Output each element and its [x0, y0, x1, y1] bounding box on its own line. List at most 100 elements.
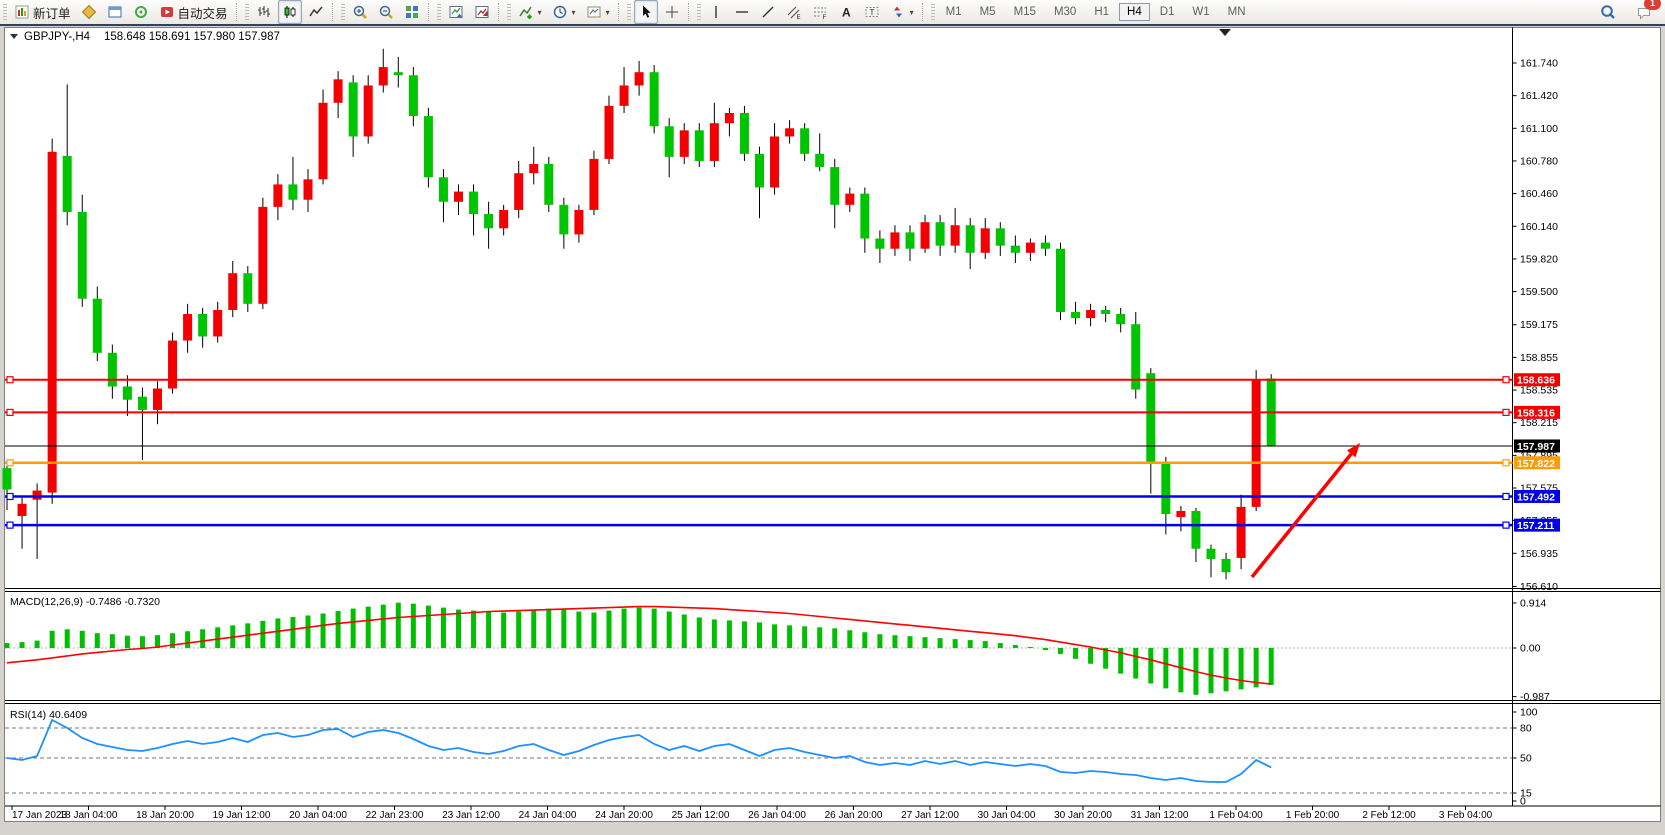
indicators-button-caret-icon[interactable]: ▾	[537, 7, 542, 17]
macd-hist-bar	[1118, 648, 1124, 674]
macd-hist-bar	[335, 611, 341, 648]
macd-hist-bar	[802, 626, 808, 648]
toolbar-grip[interactable]	[506, 4, 511, 20]
periods-button-caret-icon[interactable]: ▾	[571, 7, 576, 17]
search-button[interactable]	[1596, 0, 1620, 24]
tf-w1[interactable]: W1	[1184, 3, 1217, 21]
macd-hist-bar	[1163, 648, 1169, 689]
line-handle[interactable]	[1502, 376, 1510, 384]
price-badge-text: 157.492	[1517, 491, 1555, 503]
vertical-line-button[interactable]	[704, 0, 728, 24]
tile-windows-button[interactable]	[400, 0, 424, 24]
tf-m1[interactable]: M1	[938, 3, 970, 21]
macd-hist-bar	[711, 619, 717, 648]
zoom-out-button[interactable]	[374, 0, 398, 24]
toolbar-group-chart-type	[251, 0, 329, 24]
indicators-button[interactable]: ▾	[514, 0, 546, 24]
line-handle[interactable]	[6, 408, 14, 416]
one-click-panel-toggle-icon[interactable]	[10, 34, 18, 39]
auto-arrange-button[interactable]	[444, 0, 468, 24]
macd-hist-bar	[1268, 648, 1274, 685]
data-window-button[interactable]	[103, 0, 127, 24]
zoom-in-button[interactable]	[348, 0, 372, 24]
toolbar-grip[interactable]	[436, 4, 441, 20]
macd-hist-bar	[34, 640, 40, 648]
support-2[interactable]: 157.211	[5, 518, 1560, 533]
macd-hist-bar	[967, 640, 973, 648]
periods-button[interactable]: ▾	[548, 0, 580, 24]
line-handle[interactable]	[6, 459, 14, 467]
candle-body	[1025, 242, 1035, 253]
macd-hist-bar	[290, 616, 296, 648]
candlestick-chart-button[interactable]	[277, 0, 302, 24]
toolbar-grip[interactable]	[3, 4, 7, 20]
notifications-button[interactable]: 1	[1632, 0, 1661, 24]
tf-h4[interactable]: H4	[1119, 3, 1150, 21]
trendline-button[interactable]	[756, 0, 780, 24]
line-handle[interactable]	[1502, 492, 1510, 501]
market-watch-button[interactable]	[77, 0, 101, 24]
templates-button[interactable]: ▾	[582, 0, 614, 24]
line-handle[interactable]	[1502, 459, 1510, 467]
templates-button-caret-icon[interactable]: ▾	[605, 7, 610, 17]
arrows-button[interactable]: ▾	[886, 0, 918, 24]
candles-icon	[284, 6, 295, 18]
candle-body	[950, 225, 960, 246]
tf-mn[interactable]: MN	[1220, 3, 1254, 21]
bar-chart-button[interactable]	[252, 0, 276, 24]
price-badge-text: 158.636	[1517, 375, 1555, 387]
trend-arrow[interactable]	[1250, 443, 1360, 579]
bid-line[interactable]: 157.987	[5, 439, 1560, 453]
auto-trading-button[interactable]: 自动交易	[155, 0, 232, 24]
price-axis[interactable]: 161.740 161.420 161.100 160.780 160.460 160.1…	[1512, 58, 1559, 593]
support-1[interactable]: 157.492	[5, 489, 1560, 504]
line-chart-button[interactable]	[304, 0, 328, 24]
arrows-button-caret-icon[interactable]: ▾	[909, 7, 914, 17]
candle-body	[514, 173, 524, 210]
macd-hist-bar	[1042, 648, 1048, 650]
macd-hist-bar	[1103, 648, 1109, 669]
template-icon	[587, 6, 601, 18]
resistance-2[interactable]: 158.316	[5, 405, 1560, 420]
new-order-button[interactable]: 新订单	[10, 0, 75, 24]
tf-m15[interactable]: M15	[1006, 3, 1044, 21]
tf-m30[interactable]: M30	[1046, 3, 1084, 21]
price-tick-label: 160.780	[1520, 155, 1558, 167]
crosshair-button[interactable]	[660, 0, 684, 24]
macd-tick-label: 0.00	[1520, 643, 1541, 655]
line-handle[interactable]	[6, 521, 14, 529]
line-handle[interactable]	[1502, 521, 1510, 529]
text-button[interactable]: A	[834, 0, 858, 24]
chart-shift-button[interactable]	[470, 0, 494, 24]
line-handle[interactable]	[6, 492, 14, 501]
equidistant-channel-button[interactable]: E	[782, 0, 806, 24]
tf-h1[interactable]: H1	[1086, 3, 1117, 21]
toolbar-grip[interactable]	[340, 4, 345, 20]
toolbar-grip[interactable]	[244, 4, 249, 20]
cursor-button[interactable]	[633, 0, 658, 24]
resistance-1[interactable]: 158.636	[5, 373, 1560, 387]
toolbar-grip[interactable]	[930, 4, 935, 20]
line-handle[interactable]	[6, 376, 14, 384]
fibonacci-button[interactable]: F	[808, 0, 832, 24]
zoomout-icon	[379, 5, 393, 19]
rsi-tick-label: 80	[1520, 723, 1532, 735]
price-tick-label: 160.140	[1520, 221, 1558, 233]
signals-button[interactable]	[129, 0, 153, 24]
horizontal-line-button[interactable]	[730, 0, 754, 24]
toolbar-grip[interactable]	[696, 4, 701, 20]
price-badge-text: 158.316	[1517, 407, 1555, 419]
tf-m5[interactable]: M5	[972, 3, 1004, 21]
chart-shift-marker[interactable]	[1219, 29, 1231, 36]
candle-body	[198, 314, 208, 337]
text-label-button[interactable]: T	[860, 0, 884, 24]
candle-body	[649, 72, 659, 127]
channel-icon: E	[787, 6, 800, 20]
tf-d1[interactable]: D1	[1152, 3, 1183, 21]
pivot-line[interactable]: 157.822	[5, 456, 1560, 470]
line-handle[interactable]	[1502, 408, 1510, 416]
macd-hist-bar	[380, 604, 386, 648]
toolbar-grip[interactable]	[626, 4, 631, 20]
